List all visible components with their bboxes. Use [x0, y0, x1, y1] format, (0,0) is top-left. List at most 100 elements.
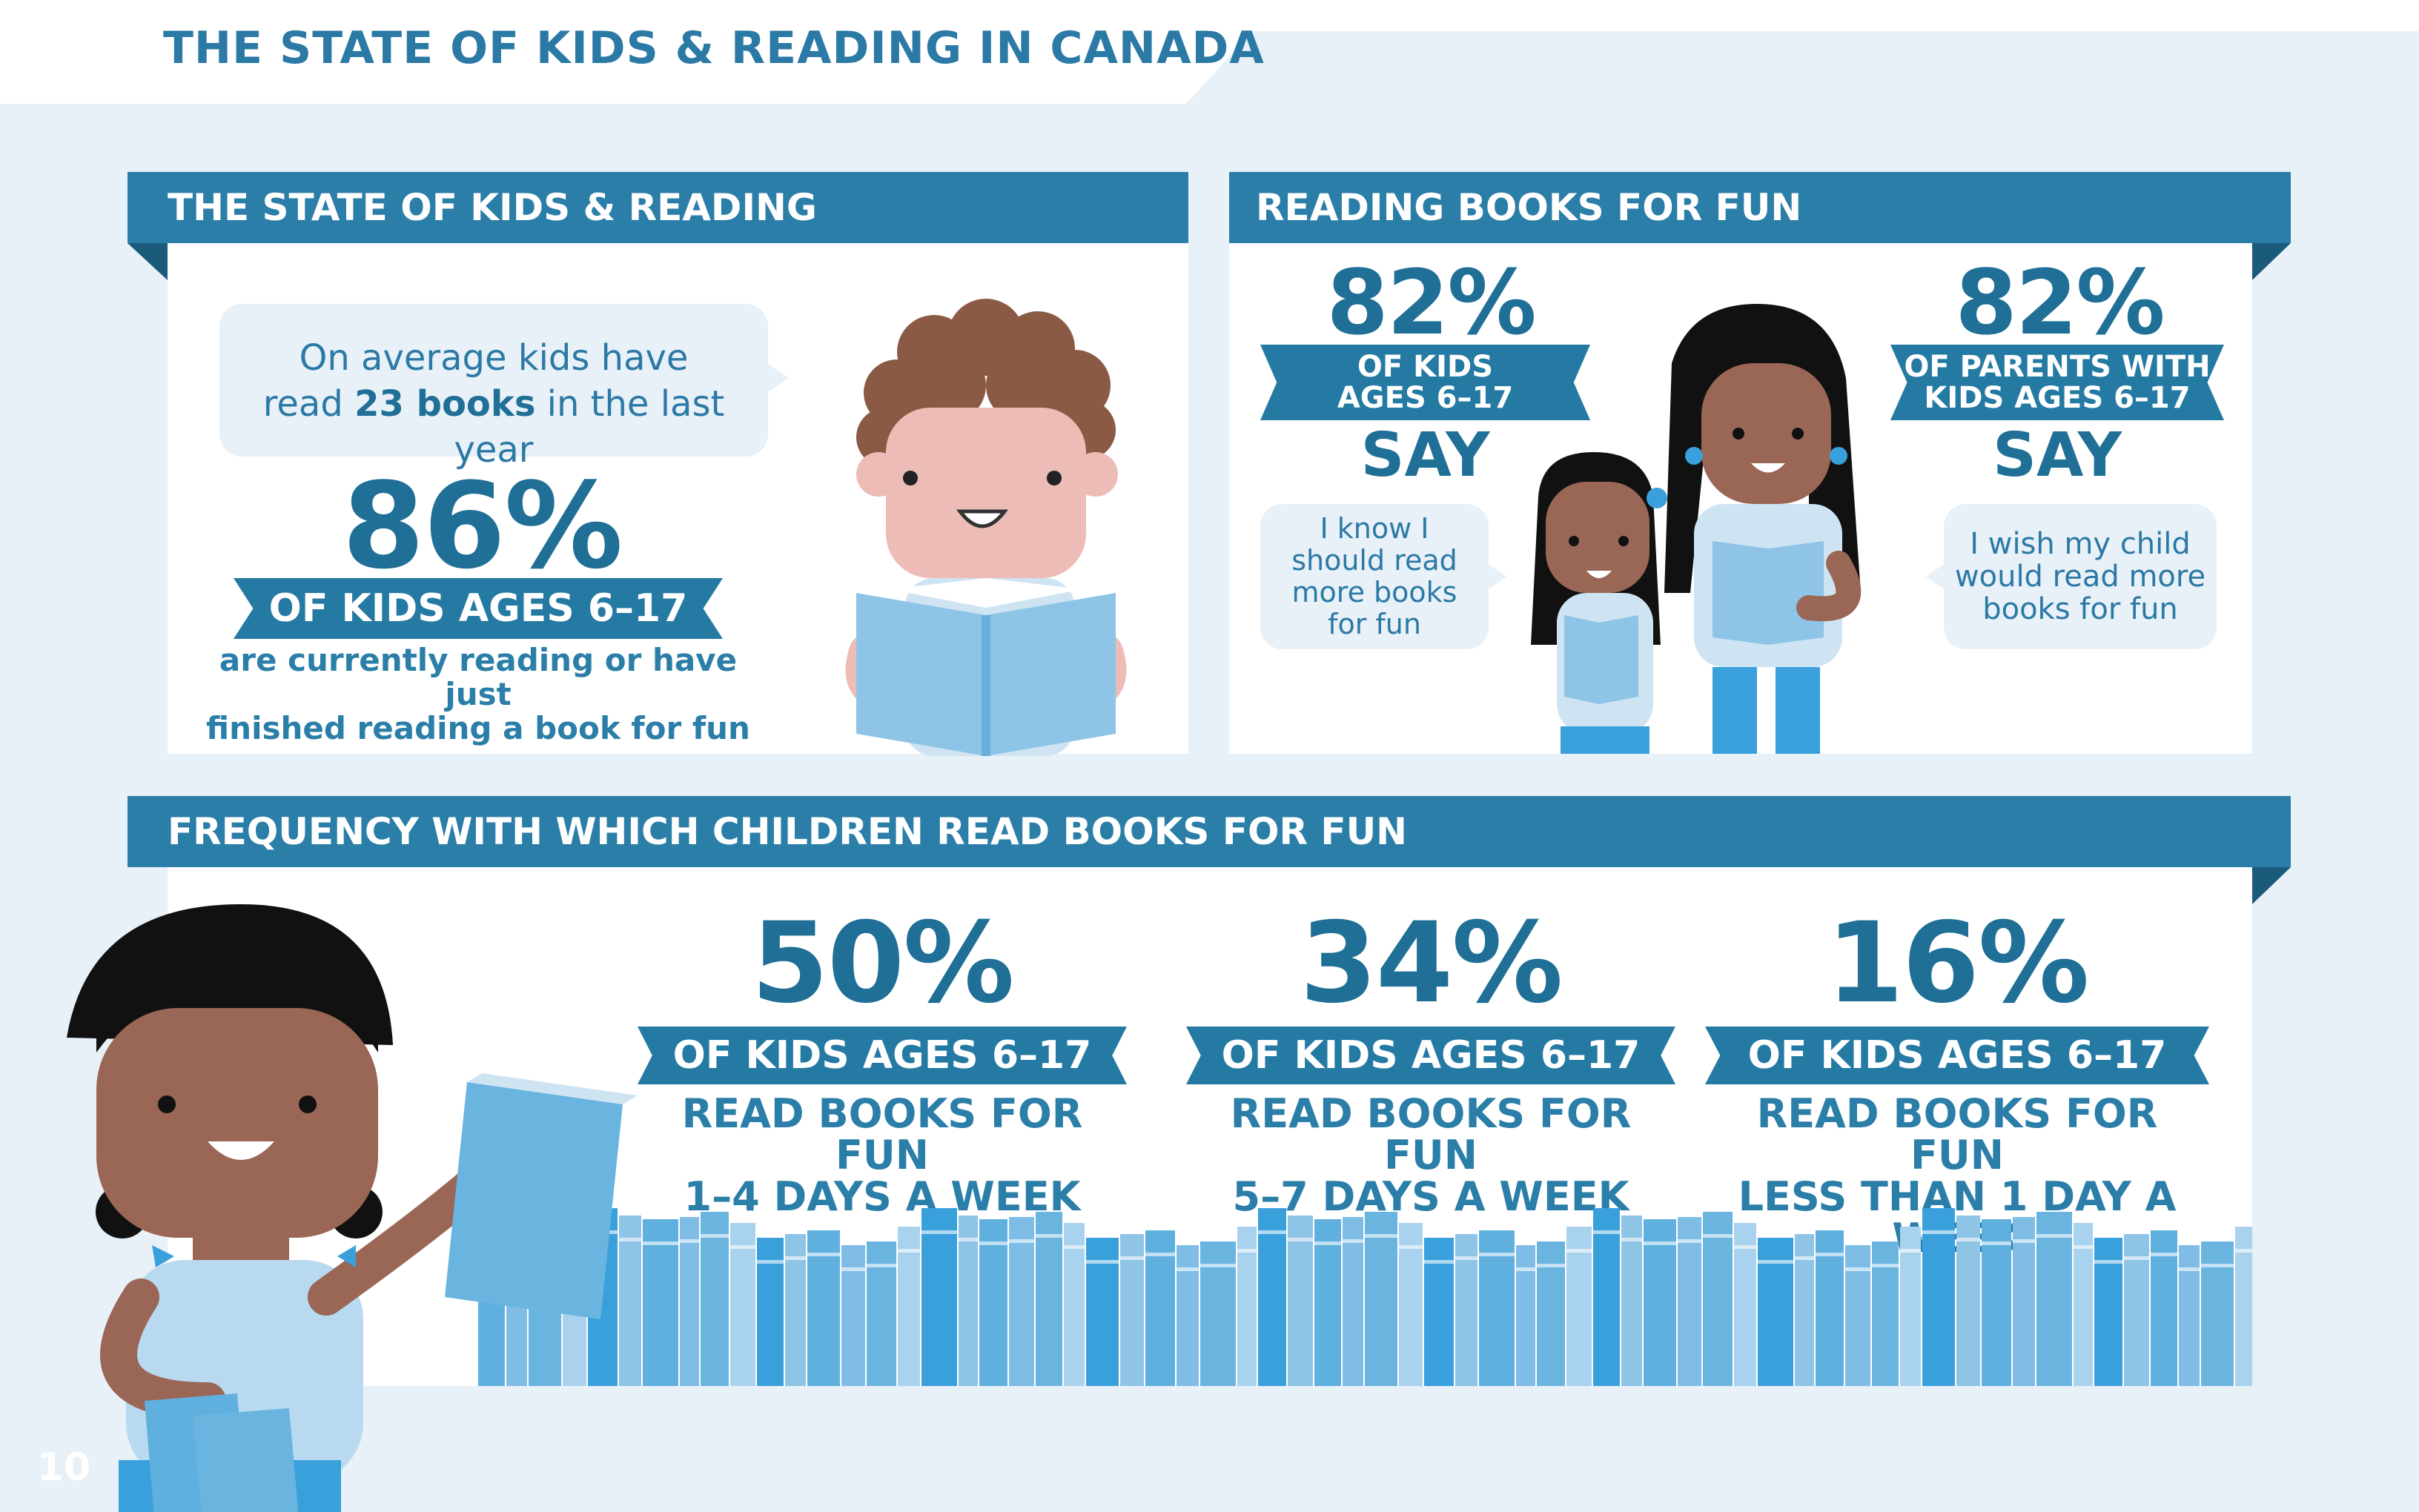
frequency-label: OF KIDS AGES 6–17 — [1705, 1027, 2209, 1084]
book-spine-band — [1479, 1253, 1515, 1256]
book-spine-band — [1734, 1245, 1756, 1249]
book-spine-band — [1516, 1267, 1535, 1271]
book-spine-band — [921, 1230, 957, 1234]
book-spine-band — [2235, 1249, 2252, 1253]
book-spine-band — [1758, 1260, 1793, 1264]
banner-fold — [2252, 243, 2291, 280]
book-spine-band — [979, 1241, 1007, 1245]
book-spine — [1036, 1212, 1062, 1386]
frequency-panel-banner: FREQUENCY WITH WHICH CHILDREN READ BOOKS… — [128, 796, 2291, 867]
book-spine — [1399, 1223, 1423, 1386]
bookshelf-illustration — [478, 1208, 2252, 1386]
frequency-value: 50% — [751, 899, 1014, 1028]
page-number: 10 — [37, 1445, 91, 1490]
book-spine-band — [701, 1234, 729, 1238]
frequency-value: 34% — [1300, 899, 1563, 1028]
book-spine — [1982, 1219, 2011, 1386]
book-spine — [979, 1219, 1007, 1386]
book-spine-band — [1922, 1230, 1955, 1234]
book-spine — [701, 1212, 729, 1386]
parents-say: SAY — [1992, 420, 2122, 491]
bubble-tail — [1487, 563, 1506, 590]
book-spine-band — [841, 1267, 865, 1271]
book-spine-band — [785, 1256, 806, 1260]
book-spine-band — [2151, 1253, 2177, 1256]
parents-quote-bubble: I wish my child would read more books fo… — [1944, 504, 2217, 649]
book-spine — [1621, 1216, 1642, 1386]
book-spine — [841, 1245, 865, 1386]
book-spine — [1703, 1212, 1733, 1386]
book-spine — [1845, 1245, 1870, 1386]
book-spine-band — [2179, 1267, 2200, 1271]
kids-say: SAY — [1360, 420, 1490, 491]
book-spine-band — [807, 1253, 840, 1256]
book-spine — [1200, 1241, 1236, 1386]
book-spine — [2235, 1227, 2252, 1386]
book-spine-band — [1816, 1253, 1844, 1256]
frequency-desc: READ BOOKS FOR FUN LESS THAN 1 DAY A WEE… — [1738, 1090, 2177, 1259]
book-spine-band — [730, 1245, 755, 1249]
book-spine-band — [1795, 1256, 1814, 1260]
frequency-desc: READ BOOKS FOR FUN 5–7 DAYS A WEEK — [1230, 1090, 1632, 1220]
book-spine — [1177, 1245, 1199, 1386]
book-spine-band — [1703, 1234, 1733, 1238]
book-spine-band — [1424, 1260, 1454, 1264]
book-spine — [2013, 1217, 2035, 1386]
bubble-line2: read 23 books in the last year — [262, 383, 725, 471]
parents-82-percent: 82% — [1955, 252, 2165, 355]
book-spine — [959, 1216, 978, 1386]
frequency-desc: READ BOOKS FOR FUN 1–4 DAYS A WEEK — [681, 1090, 1083, 1220]
book-spine-band — [619, 1238, 641, 1241]
book-spine — [1288, 1216, 1313, 1386]
book-spine-band — [1872, 1264, 1899, 1267]
book-spine-band — [867, 1264, 896, 1267]
book-spine — [867, 1241, 896, 1386]
book-spine — [1872, 1241, 1899, 1386]
book-spine-band — [1644, 1241, 1676, 1245]
banner-fold — [128, 243, 168, 280]
stat-86-description: are currently reading or have just finis… — [206, 642, 750, 747]
book-spine-band — [1537, 1264, 1565, 1267]
book-spine-band — [757, 1260, 784, 1264]
book-spine — [1566, 1227, 1592, 1386]
book-spine-band — [1009, 1239, 1034, 1243]
state-panel-banner: THE STATE OF KIDS & READING — [128, 172, 1188, 243]
frequency-label: OF KIDS AGES 6–17 — [638, 1027, 1127, 1084]
book-spine-band — [1086, 1260, 1119, 1264]
book-spine — [1314, 1219, 1341, 1386]
fun-panel-banner: READING BOOKS FOR FUN — [1229, 172, 2291, 243]
kids-82-percent: 82% — [1326, 252, 1536, 355]
frequency-panel-heading: FREQUENCY WITH WHICH CHILDREN READ BOOKS… — [168, 810, 1408, 853]
parents-82-label: OF PARENTS WITH KIDS AGES 6–17 — [1890, 345, 2224, 420]
book-spine-band — [1845, 1267, 1870, 1271]
frequency-label: OF KIDS AGES 6–17 — [1186, 1027, 1675, 1084]
average-books-bubble: On average kids have read 23 books in th… — [219, 304, 768, 471]
state-panel-heading: THE STATE OF KIDS & READING — [168, 186, 817, 229]
book-spine-band — [1177, 1267, 1199, 1271]
book-spine — [1343, 1217, 1363, 1386]
book-spine — [2179, 1245, 2200, 1386]
frequency-item: 16% OF KIDS AGES 6–17 READ BOOKS FOR FUN… — [1705, 908, 2209, 1259]
fun-panel-heading: READING BOOKS FOR FUN — [1256, 186, 1802, 229]
book-spine-band — [1237, 1249, 1257, 1253]
book-spine — [921, 1208, 957, 1386]
book-spine — [619, 1216, 641, 1386]
book-spine-band — [2013, 1239, 2035, 1243]
book-spine-band — [1399, 1245, 1423, 1249]
frequency-item: 34% OF KIDS AGES 6–17 READ BOOKS FOR FUN… — [1186, 908, 1675, 1218]
book-spine-band — [1956, 1238, 1980, 1241]
book-spine-band — [1064, 1245, 1085, 1249]
book-spine-band — [1365, 1234, 1397, 1238]
book-spine-band — [1593, 1230, 1620, 1234]
frequency-item: 50% OF KIDS AGES 6–17 READ BOOKS FOR FUN… — [638, 908, 1127, 1218]
book-spine-band — [1145, 1253, 1175, 1256]
book-spine-band — [1036, 1234, 1062, 1238]
stat-86-percent: 86% — [342, 457, 623, 595]
book-spine-band — [1343, 1239, 1363, 1243]
mother-daughter-illustration — [1531, 304, 1862, 754]
book-spine — [1365, 1212, 1397, 1386]
bubble-tail — [1926, 563, 1945, 590]
book-spine-band — [1678, 1239, 1701, 1243]
book-spine — [1956, 1216, 1980, 1386]
book-spine-band — [2036, 1234, 2072, 1238]
